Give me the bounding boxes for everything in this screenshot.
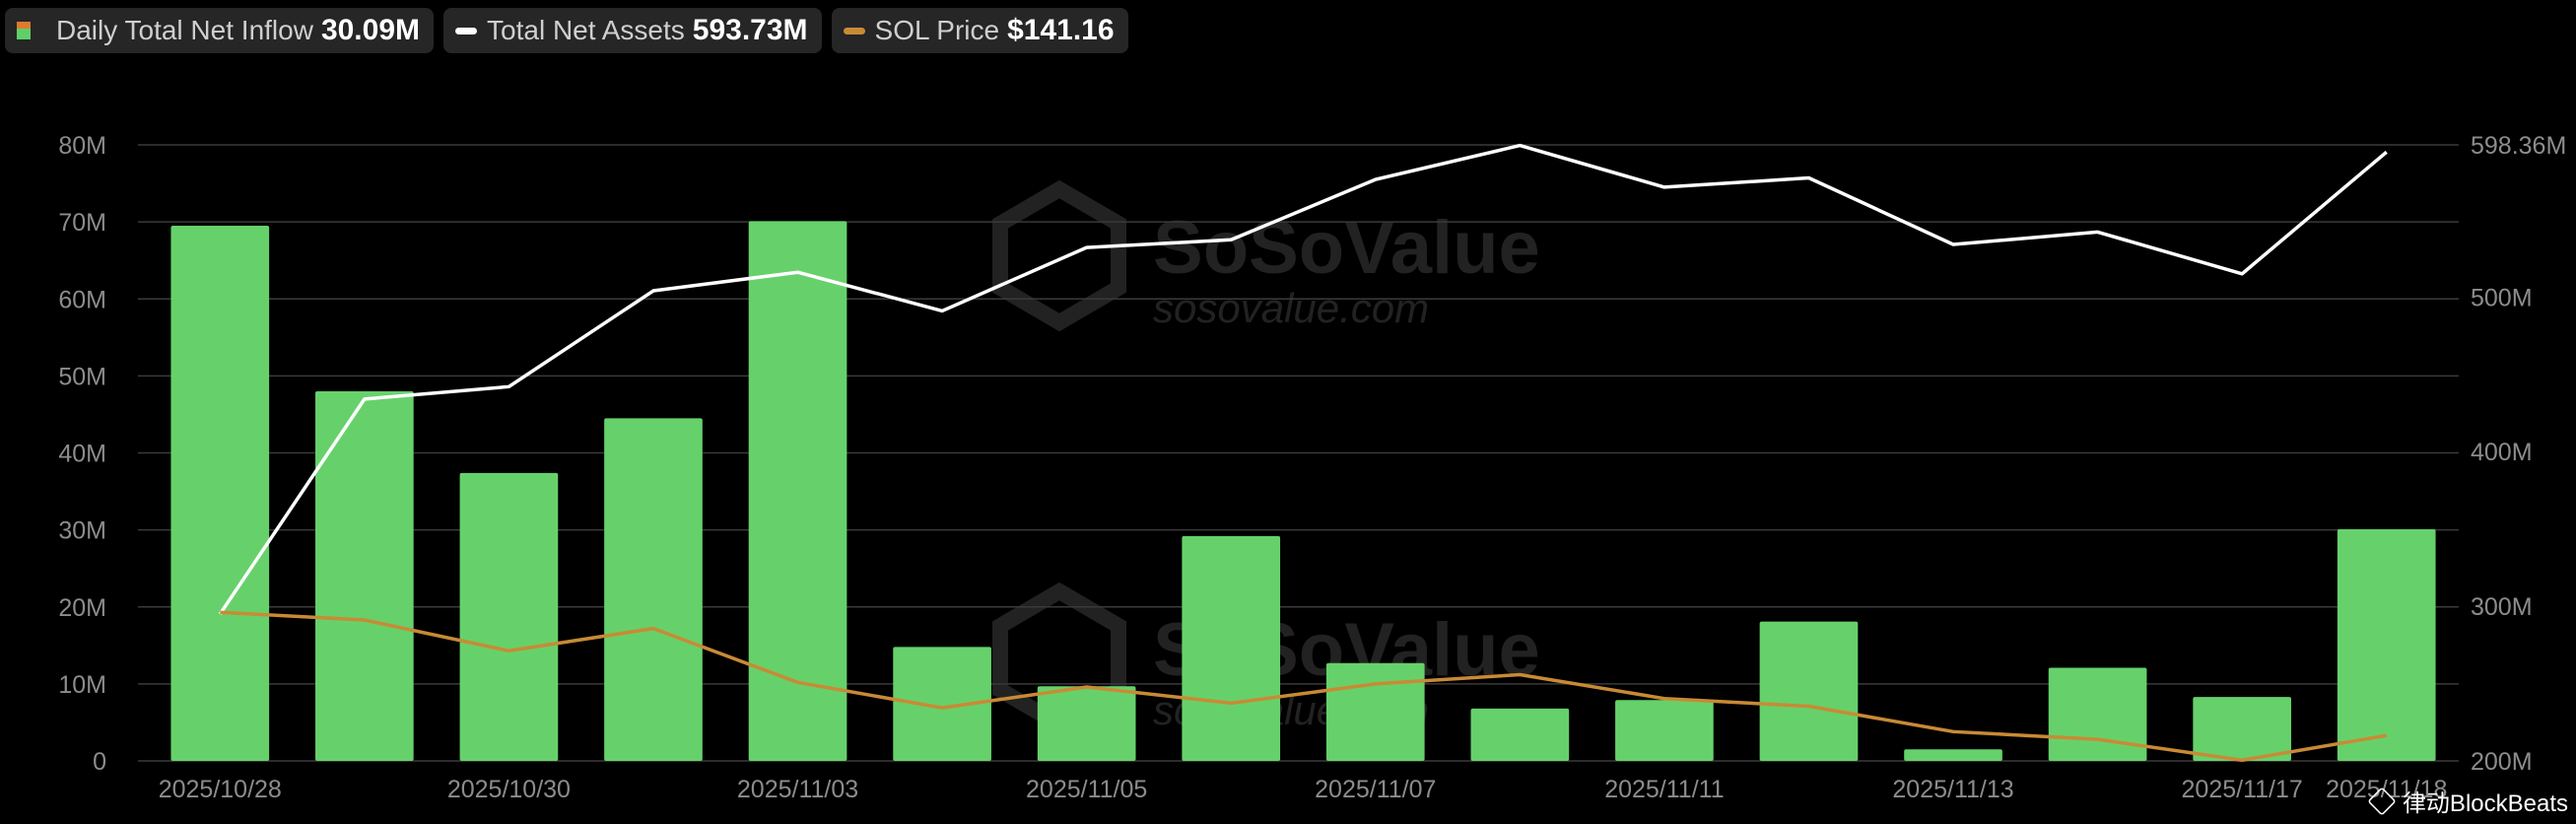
watermark-logo-icon	[992, 179, 1126, 332]
x-tick-label: 2025/10/30	[447, 776, 571, 803]
bar	[459, 472, 559, 761]
bar	[1615, 700, 1714, 761]
bar	[604, 418, 703, 761]
blockbeats-logo-icon	[2367, 786, 2397, 816]
right-axis: 200M 300M 400M 500M 598.36M	[2471, 132, 2566, 776]
y-tick-label-left: 80M	[58, 132, 106, 160]
legend: Daily Total Net Inflow 30.09M Total Net …	[5, 8, 1128, 53]
bar-series	[170, 221, 2436, 761]
x-tick-label: 2025/11/18	[2326, 776, 2447, 803]
left-axis: 0 10M 20M 30M 40M 50M 60M 70M 80M	[58, 132, 106, 776]
legend-assets-value: 593.73M	[692, 14, 808, 46]
y-tick-label-left: 40M	[58, 441, 106, 468]
bar	[1904, 749, 2002, 761]
y-tick-label-left: 30M	[58, 517, 106, 545]
x-axis: 2025/10/28 2025/10/30 2025/11/03 2025/11/05…	[159, 776, 2448, 803]
watermark-site: sosovalue.com	[1153, 285, 1429, 331]
x-tick-label: 2025/11/05	[1026, 776, 1147, 803]
y-tick-label-left: 50M	[58, 363, 106, 390]
bar	[1759, 621, 1859, 761]
x-tick-label: 2025/11/07	[1315, 776, 1436, 803]
price-line	[220, 610, 2388, 762]
legend-assets[interactable]: Total Net Assets 593.73M	[443, 8, 822, 53]
bar	[1325, 662, 1425, 761]
y-tick-label-left: 10M	[58, 671, 106, 699]
bar	[893, 647, 991, 761]
x-tick-label: 2025/11/03	[737, 776, 858, 803]
x-tick-label: 2025/11/11	[1604, 776, 1724, 803]
y-tick-label-right: 300M	[2471, 593, 2533, 621]
line-swatch-icon	[455, 27, 478, 34]
x-tick-label: 2025/10/28	[159, 776, 282, 803]
y-tick-label-left: 0	[93, 748, 106, 776]
bar	[1037, 686, 1136, 761]
legend-inflow-value: 30.09M	[320, 14, 421, 46]
x-tick-label: 2025/11/13	[1892, 776, 2013, 803]
bar	[2048, 667, 2147, 761]
assets-line	[218, 143, 2388, 615]
y-tick-label-right: 500M	[2471, 284, 2533, 311]
legend-inflow[interactable]: Daily Total Net Inflow 30.09M	[5, 8, 435, 53]
bar	[748, 221, 847, 761]
y-tick-label-right: 598.36M	[2471, 132, 2566, 160]
bar	[1182, 535, 1281, 761]
bar	[2193, 697, 2291, 761]
bar	[1470, 708, 1570, 761]
legend-inflow-label: Daily Total Net Inflow	[56, 15, 313, 45]
y-tick-label-right: 400M	[2471, 439, 2533, 466]
x-tick-label: 2025/11/17	[2182, 776, 2303, 803]
watermark-brand: SoSoValue	[1153, 206, 1540, 290]
y-tick-label-left: 60M	[58, 286, 106, 313]
legend-assets-label: Total Net Assets	[487, 15, 685, 45]
legend-price-label: SOL Price	[874, 15, 1000, 45]
y-tick-label-left: 20M	[58, 594, 106, 622]
source-label: 律动BlockBeats	[2402, 790, 2568, 817]
legend-price-value: $141.16	[1007, 14, 1115, 46]
y-tick-label-left: 70M	[58, 209, 106, 237]
line-swatch-icon	[843, 27, 865, 34]
bar-swatch-icon	[17, 22, 31, 39]
bar	[315, 391, 414, 761]
bar	[2337, 528, 2436, 761]
legend-price[interactable]: SOL Price $141.16	[831, 8, 1128, 53]
line-series	[218, 143, 2388, 762]
y-tick-label-right: 200M	[2471, 748, 2533, 776]
bar	[170, 226, 270, 761]
source-badge: 律动BlockBeats	[2367, 784, 2568, 818]
